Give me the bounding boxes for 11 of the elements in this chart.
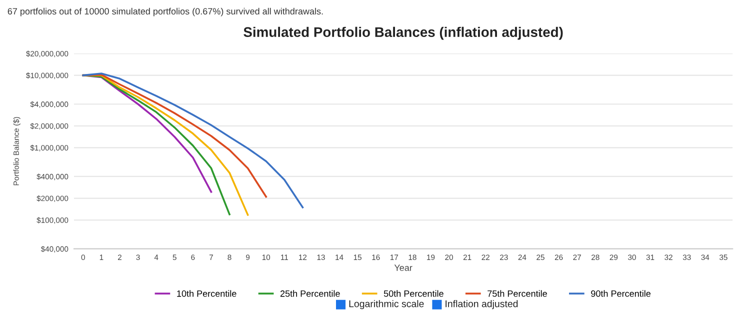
text: Logarithmic scale: [349, 300, 424, 310]
legend-label: 25th Percentile: [280, 290, 340, 297]
legend-label: 90th Percentile: [591, 290, 650, 297]
chart-title: Simulated Portfolio Balances (inflation adjusted): [244, 26, 563, 40]
legend-label: 10th Percentile: [177, 290, 236, 297]
line-series: [82, 72, 304, 208]
text: 67 portfolios out of 10000 simulated portfolios (0.67%) survived all withdrawals.: [8, 8, 323, 16]
text: Inflation adjusted: [446, 300, 518, 310]
legend-label: 75th Percentile: [488, 290, 547, 297]
legend-label: 50th Percentile: [384, 290, 444, 297]
x-axis-title: Year: [394, 264, 412, 271]
